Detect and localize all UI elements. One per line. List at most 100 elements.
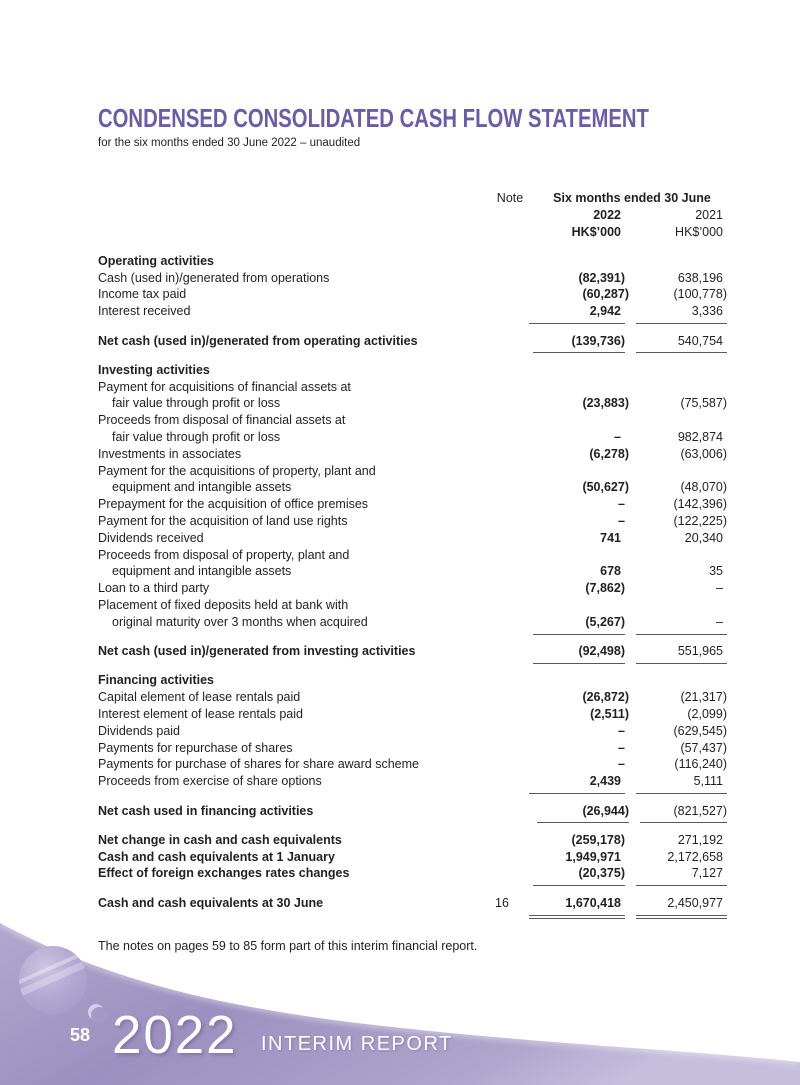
table-row: Net cash (used in)/generated from operat… [98,333,727,354]
header-gap [98,240,727,253]
row-label: Net change in cash and cash equivalents [98,832,342,847]
value-2021: – [716,581,723,596]
value-2021: 3,336 [636,303,727,324]
value-2022: 1,670,418 [529,895,625,920]
year-2022-header: 2022 [593,207,621,222]
value-2022: (139,736) [533,333,625,354]
note-cell [483,446,537,463]
row-gap [98,882,727,895]
row-label: Cash and cash equivalents at 1 January [98,849,335,864]
note-cell [483,706,537,723]
row-label: Proceeds from disposal of financial asse… [98,413,346,428]
note-cell [483,412,537,429]
note-cell [483,547,537,564]
column-gap [629,672,640,689]
table-row: fair value through profit or loss – 982,87… [98,429,727,446]
table-row: Interest received 2,942 3,336 [98,303,727,324]
value-2021 [640,547,727,564]
column-gap [625,849,636,866]
value-2022: (7,862) [585,581,625,596]
note-cell [475,303,529,320]
value-2022 [537,412,629,429]
section-header-row: Financing activities [98,672,727,689]
value-2022 [537,597,629,614]
page-number: 58 [70,1025,91,1045]
note-cell [483,286,537,303]
value-2021 [640,253,727,270]
table-row: fair value through profit or loss (23,883… [98,395,727,412]
note-cell [475,849,529,866]
row-label: Investing activities [98,362,210,377]
note-cell [483,362,537,379]
value-2022: 2,439 [529,773,625,794]
table-row: Investments in associates (6,278) (63,006) [98,446,727,463]
table-row: Proceeds from exercise of share options 2… [98,773,727,794]
note-cell [479,614,533,631]
value-2022: – [618,723,625,738]
note-cell [475,773,529,790]
column-gap [629,479,640,496]
value-2022: (6,278) [589,446,629,461]
row-label: Dividends paid [98,723,180,738]
value-2021: – [636,614,727,635]
row-label: fair value through profit or loss [112,430,281,445]
value-2022: (259,178) [571,832,625,847]
table-row: Payment for acquisitions of financial as… [98,379,727,396]
column-gap [629,597,640,614]
column-gap [625,865,636,882]
row-gap [98,660,727,673]
value-2022: (82,391) [578,270,625,285]
table-row: Dividends received 741 20,340 [98,530,727,547]
row-label: Dividends received [98,530,204,545]
value-2022: 2,942 [529,303,625,324]
value-2021 [640,379,727,396]
value-2022: (26,872) [582,690,629,705]
value-2021 [640,362,727,379]
column-gap [625,832,636,849]
value-2021: (821,527) [640,803,727,824]
column-gap [629,513,640,530]
row-label: Loan to a third party [98,581,210,596]
value-2021: (142,396) [673,497,727,512]
page-subtitle: for the six months ended 30 June 2022 – … [98,137,361,149]
value-2021: 540,754 [636,333,727,354]
column-gap [629,723,640,740]
row-label: Cash (used in)/generated from operations [98,270,330,285]
note-cell [475,563,529,580]
note-cell [479,643,533,660]
table-row: Proceeds from disposal of financial asse… [98,412,727,429]
note-cell [479,723,533,740]
table-row: equipment and intangible assets (50,627) (… [98,479,727,496]
note-cell [479,756,533,773]
column-gap [625,530,636,547]
notes-reference-text: The notes on pages 59 to 85 form part of… [98,939,478,953]
column-gap [629,253,640,270]
table-row: Cash and cash equivalents at 1 January 1,… [98,849,727,866]
column-gap [629,689,640,706]
row-label: Proceeds from disposal of property, plan… [98,547,350,562]
table-row: Net cash used in financing activities (26… [98,803,727,824]
column-gap [629,706,640,723]
value-2022: (92,498) [533,643,625,664]
column-gap [629,803,640,820]
row-label: Net cash (used in)/generated from invest… [98,644,416,659]
crescent-moon-decoration [88,1004,107,1023]
table-row: Income tax paid (60,287) (100,778) [98,286,727,303]
value-2022: – [614,430,621,445]
row-label: Net cash (used in)/generated from operat… [98,333,418,348]
row-label: Net cash used in financing activities [98,803,314,818]
column-gap [625,643,636,660]
column-gap [629,362,640,379]
value-2022 [537,362,629,379]
note-cell [479,580,533,597]
column-gap [625,333,636,350]
table-row: Effect of foreign exchanges rates change… [98,865,727,886]
column-gap [629,286,640,303]
note-cell [483,463,537,480]
column-gap [625,580,636,597]
value-2022: 1,949,971 [565,849,621,864]
row-label: Proceeds from exercise of share options [98,774,322,789]
value-2022: – [618,514,625,529]
row-label: Effect of foreign exchanges rates change… [98,866,350,881]
column-gap [625,429,636,446]
